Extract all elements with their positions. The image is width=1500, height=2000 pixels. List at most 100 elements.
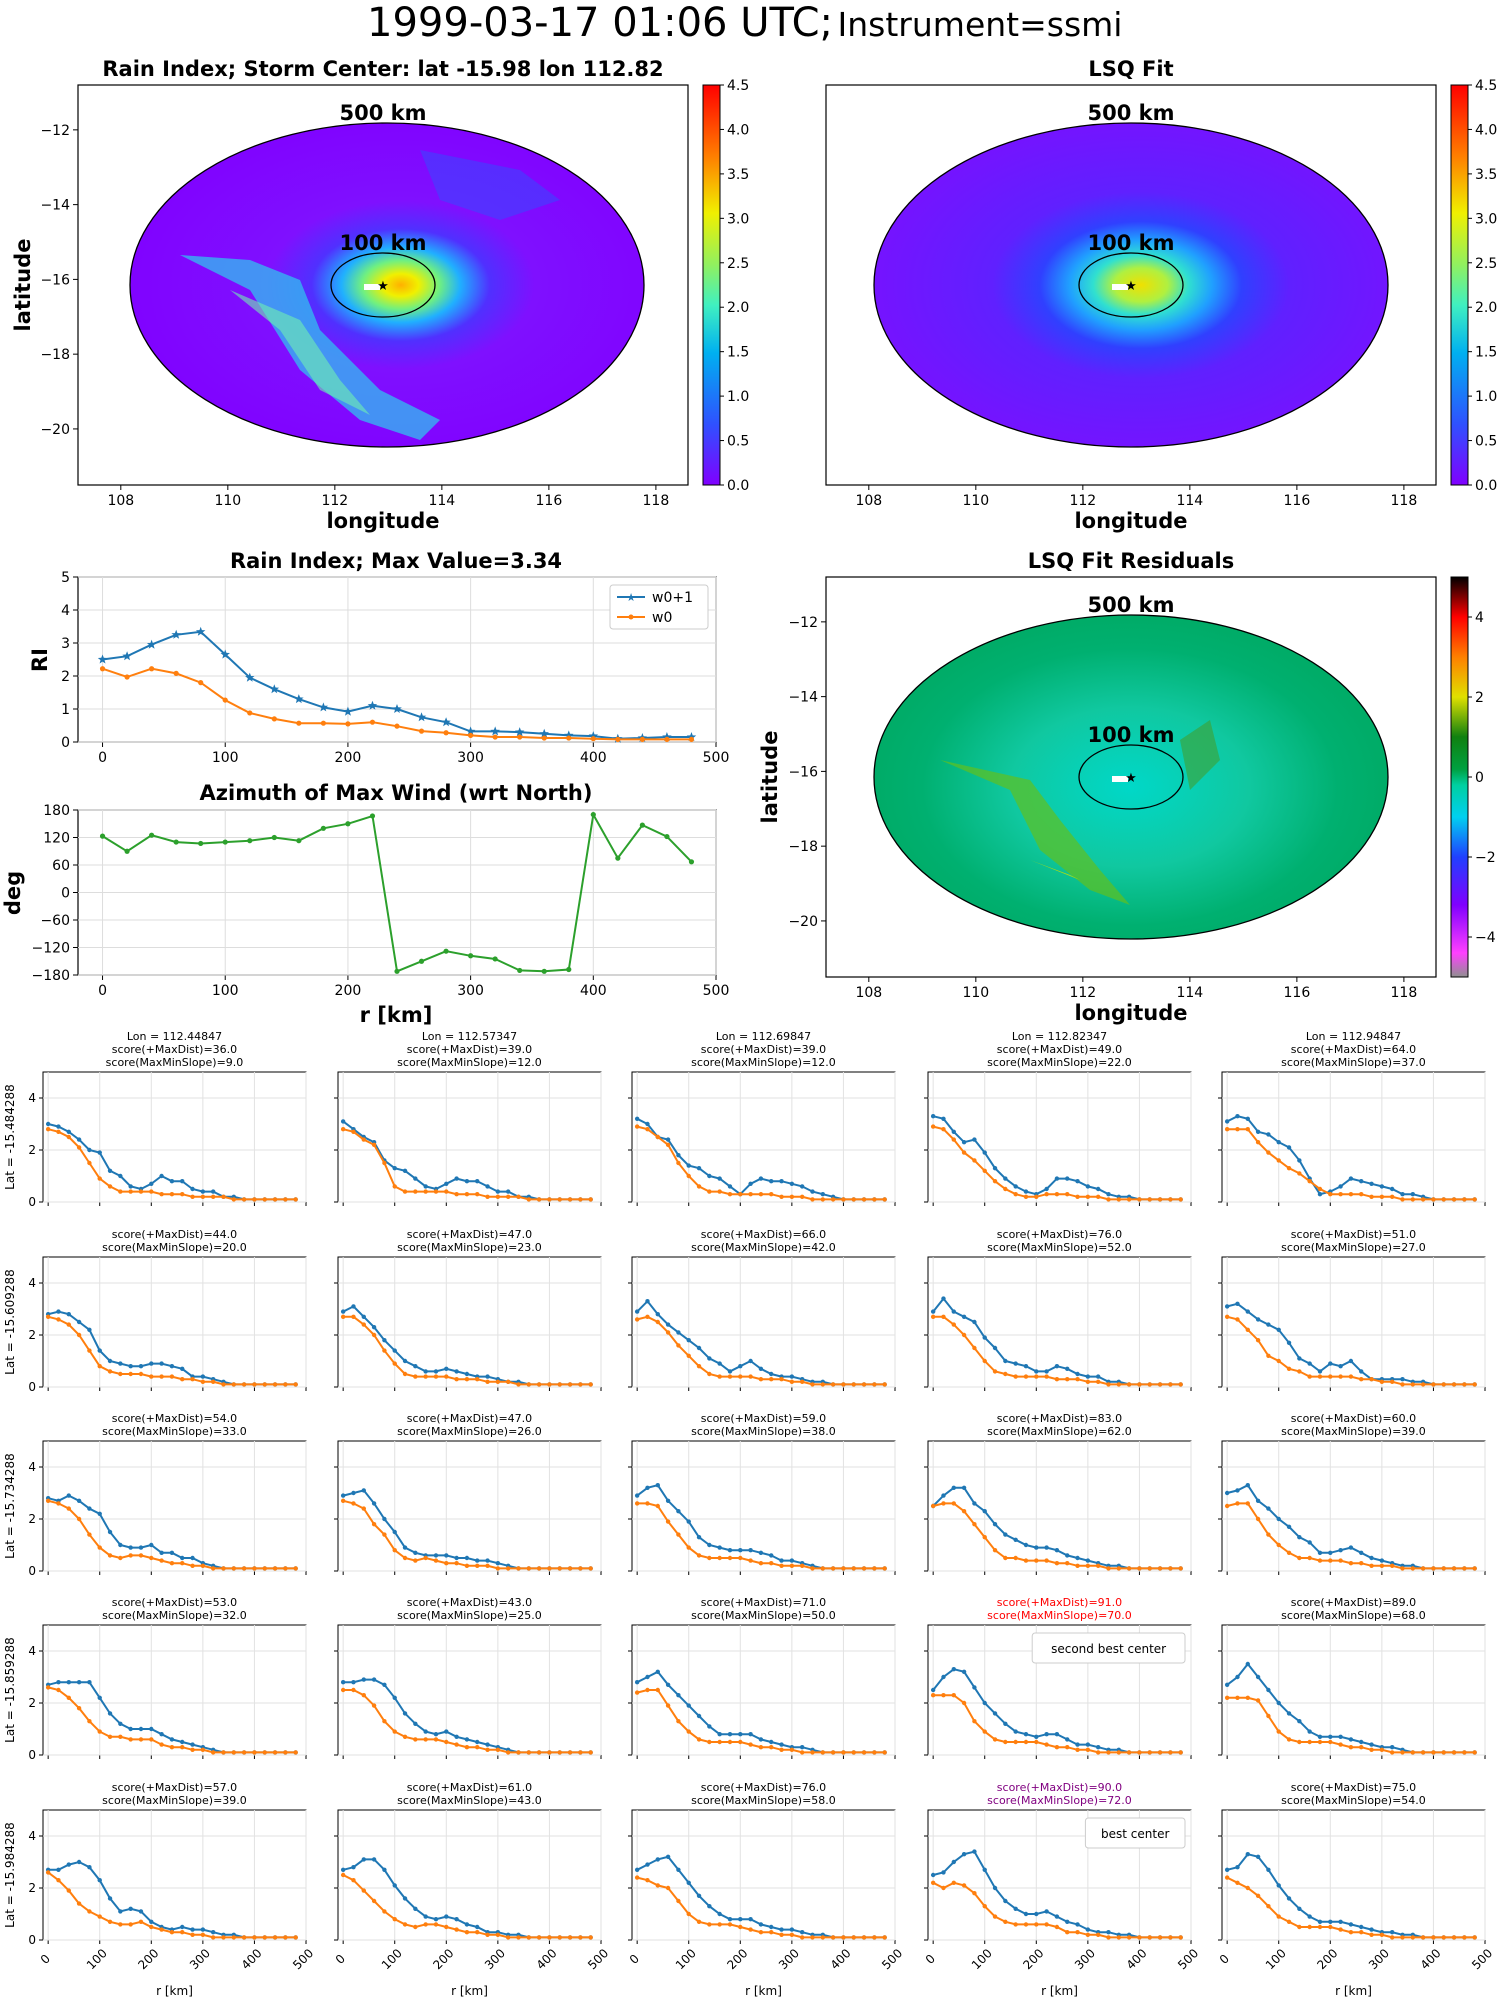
data-point <box>1106 1382 1111 1387</box>
data-point <box>696 1713 702 1719</box>
x-axis-label: longitude <box>1074 509 1187 533</box>
data-point <box>738 1917 743 1922</box>
data-point <box>686 1173 691 1179</box>
data-point <box>392 1917 397 1922</box>
data-point <box>464 1737 470 1742</box>
data-point <box>190 1927 195 1932</box>
data-point <box>345 821 351 827</box>
x-tick-label: 114 <box>1176 493 1203 509</box>
data-point <box>799 1184 805 1189</box>
lat-label: Lat = -15.984288 <box>3 1822 17 1928</box>
data-point <box>1431 1382 1436 1387</box>
score-maxminslope: score(MaxMinSlope)=70.0 <box>987 1609 1132 1622</box>
data-point <box>76 1498 82 1504</box>
data-point <box>423 1369 428 1374</box>
data-point <box>634 1116 640 1122</box>
data-point <box>779 1742 784 1747</box>
data-point <box>1307 1739 1312 1745</box>
subplot: score(+MaxDist)=76.0score(MaxMinSlope)=5… <box>924 1228 1192 1391</box>
data-point <box>392 1348 397 1353</box>
data-point <box>371 1325 377 1330</box>
data-point <box>1106 1566 1111 1571</box>
data-point <box>717 1911 722 1917</box>
data-point <box>830 1197 836 1202</box>
data-point <box>1276 1140 1281 1145</box>
data-point <box>128 1922 133 1927</box>
data-point <box>1389 1194 1395 1200</box>
data-point <box>1065 1553 1070 1558</box>
data-point <box>1338 1548 1343 1553</box>
x-tick-label: 110 <box>962 985 989 1001</box>
data-point <box>1276 1700 1281 1706</box>
data-point <box>169 1550 175 1556</box>
subplot: 0 100 200 300 400 500 score(+MaxDist)=61.0scor… <box>333 1781 612 1998</box>
azimuth-chart: Azimuth of Max Wind (wrt North) 0 100 200 3… <box>1 781 729 1027</box>
data-point <box>1297 1906 1302 1912</box>
score-maxminslope: score(MaxMinSlope)=9.0 <box>106 1056 244 1069</box>
residual-arc <box>1180 720 1220 790</box>
data-point <box>930 1880 936 1886</box>
data-point <box>1235 1695 1240 1701</box>
data-point <box>296 838 302 844</box>
data-point <box>454 1917 459 1922</box>
data-point <box>1157 1935 1163 1940</box>
data-point <box>485 1747 490 1753</box>
score-maxminslope: score(MaxMinSlope)=12.0 <box>691 1056 836 1069</box>
x-tick-label: 300 <box>1072 1946 1098 1972</box>
data-point <box>676 1532 681 1537</box>
ring-500km-label: 500 km <box>340 101 427 125</box>
data-point <box>180 1555 185 1561</box>
data-point <box>1359 1930 1364 1935</box>
data-point <box>516 1382 521 1387</box>
colorbar-tick-label: 3.0 <box>1475 211 1497 227</box>
data-point <box>361 1488 366 1493</box>
data-point <box>982 1867 987 1873</box>
x-tick-label: 0 <box>98 750 107 766</box>
data-point <box>799 1194 805 1200</box>
y-tick-label: −12 <box>788 615 818 631</box>
data-point <box>1400 1566 1405 1571</box>
data-point <box>1400 1197 1405 1202</box>
data-point <box>1054 1914 1060 1919</box>
data-point <box>180 1561 185 1566</box>
data-point <box>951 1501 956 1506</box>
data-point <box>272 1566 278 1571</box>
data-point <box>634 1124 640 1129</box>
data-point <box>433 1917 439 1922</box>
data-point <box>982 1904 987 1909</box>
data-point <box>87 1348 92 1353</box>
x-tick-label: 200 <box>1020 1946 1046 1972</box>
data-point <box>707 1356 712 1361</box>
data-point <box>107 1711 113 1716</box>
score-maxdist: score(+MaxDist)=49.0 <box>997 1043 1122 1056</box>
data-point <box>1157 1197 1163 1202</box>
data-point <box>475 1924 480 1930</box>
missing-data <box>364 284 380 290</box>
y-axis-label: latitude <box>758 731 782 824</box>
data-point <box>1168 1566 1173 1571</box>
data-point <box>149 1919 154 1925</box>
x-tick-label: 500 <box>585 1946 611 1972</box>
data-point <box>696 1737 702 1742</box>
data-point <box>707 1904 712 1909</box>
data-point <box>392 1695 397 1701</box>
data-point <box>810 1750 815 1755</box>
colorbar-tick-label: 1.5 <box>1475 345 1497 361</box>
rainband-north <box>420 150 560 220</box>
lat-label: Lat = -15.609288 <box>3 1269 17 1375</box>
subplot-axes <box>337 1071 602 1203</box>
data-point <box>402 1545 408 1550</box>
data-point <box>830 1935 836 1940</box>
data-point <box>1307 1374 1312 1379</box>
lsq-residuals-map: LSQ Fit Residuals ★ 500 km 100 km 108 110… <box>758 549 1496 1025</box>
data-point <box>1431 1197 1436 1202</box>
data-point <box>676 1330 681 1335</box>
data-point <box>645 1127 650 1132</box>
score-maxminslope: score(MaxMinSlope)=72.0 <box>987 1794 1132 1807</box>
data-point <box>382 1338 387 1343</box>
data-point <box>1359 1550 1364 1556</box>
data-point <box>1338 1919 1343 1925</box>
data-point <box>676 1160 681 1166</box>
x-tick-label: 112 <box>1069 985 1096 1001</box>
data-point <box>495 1379 501 1385</box>
